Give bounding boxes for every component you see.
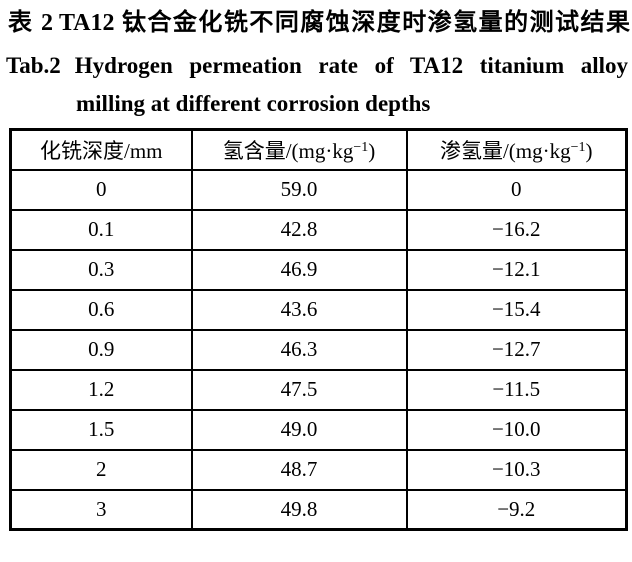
- header-text: 氢含量/(mg·kg: [222, 138, 354, 163]
- table-cell-depth: 3: [9, 488, 193, 531]
- table-row: 0 59.0 0: [9, 168, 628, 211]
- table-title-zh-text: TA12 钛合金化铣不同腐蚀深度时渗氢量的测试结果: [58, 10, 630, 36]
- table-cell-depth: 0.6: [9, 288, 193, 331]
- table-cell-permeation: −16.2: [405, 208, 628, 251]
- table-row: 1.5 49.0 −10.0: [9, 408, 628, 451]
- table-row: 3 49.8 −9.2: [9, 488, 628, 531]
- table-cell-content: 49.8: [190, 488, 408, 531]
- table-cell-permeation: −10.0: [405, 408, 628, 451]
- table-cell-depth: 1.2: [9, 368, 193, 411]
- column-header-hydrogen-permeation: 渗氢量/(mg·kg−1): [405, 128, 628, 171]
- table-cell-permeation: 0: [405, 168, 628, 211]
- table-title-zh: 表 2 TA12 钛合金化铣不同腐蚀深度时渗氢量的测试结果: [8, 6, 630, 40]
- table-cell-content: 43.6: [190, 288, 408, 331]
- table-title-en-line1: Tab.2 Hydrogen permeation rate of TA12 ti…: [6, 51, 628, 81]
- table-number-en: Tab.2: [6, 53, 61, 78]
- table-row: 0.9 46.3 −12.7: [9, 328, 628, 371]
- unit-exponent: −1: [570, 139, 586, 155]
- table-cell-content: 59.0: [190, 168, 408, 211]
- table-cell-content: 48.7: [190, 448, 408, 491]
- table-cell-depth: 0.9: [9, 328, 193, 371]
- table-cell-permeation: −15.4: [405, 288, 628, 331]
- table-number-zh: 表 2: [8, 10, 53, 36]
- table-cell-content: 47.5: [190, 368, 408, 411]
- header-suffix: ): [585, 138, 593, 163]
- table-title-en-text: Hydrogen permeation rate of TA12 titaniu…: [74, 53, 628, 78]
- table-title-en-line2: milling at different corrosion depths: [76, 91, 431, 116]
- table-cell-content: 49.0: [190, 408, 408, 451]
- table-cell-depth: 2: [9, 448, 193, 491]
- table-cell-depth: 0.1: [9, 208, 193, 251]
- header-row: 化铣深度/mm 氢含量/(mg·kg−1) 渗氢量/(mg·kg−1): [9, 128, 628, 171]
- table-cell-depth: 0.3: [9, 248, 193, 291]
- table-cell-depth: 1.5: [9, 408, 193, 451]
- table-cell-permeation: −9.2: [405, 488, 628, 531]
- table-row: 2 48.7 −10.3: [9, 448, 628, 491]
- data-table: 化铣深度/mm 氢含量/(mg·kg−1) 渗氢量/(mg·kg−1) 0 59…: [9, 128, 628, 531]
- column-header-depth: 化铣深度/mm: [9, 128, 193, 171]
- header-text: 渗氢量/(mg·kg: [439, 138, 571, 163]
- table-cell-content: 46.3: [190, 328, 408, 371]
- table-cell-content: 42.8: [190, 208, 408, 251]
- table-cell-depth: 0: [9, 168, 193, 211]
- table-row: 0.3 46.9 −12.1: [9, 248, 628, 291]
- header-suffix: ): [368, 138, 376, 163]
- unit-exponent: −1: [353, 139, 369, 155]
- table-row: 0.6 43.6 −15.4: [9, 288, 628, 331]
- table-cell-permeation: −12.1: [405, 248, 628, 291]
- table-row: 0.1 42.8 −16.2: [9, 208, 628, 251]
- table-row: 1.2 47.5 −11.5: [9, 368, 628, 411]
- table-cell-content: 46.9: [190, 248, 408, 291]
- table-cell-permeation: −10.3: [405, 448, 628, 491]
- column-header-hydrogen-content: 氢含量/(mg·kg−1): [190, 128, 408, 171]
- header-text: 化铣深度/mm: [39, 138, 163, 163]
- table-cell-permeation: −12.7: [405, 328, 628, 371]
- table-cell-permeation: −11.5: [405, 368, 628, 411]
